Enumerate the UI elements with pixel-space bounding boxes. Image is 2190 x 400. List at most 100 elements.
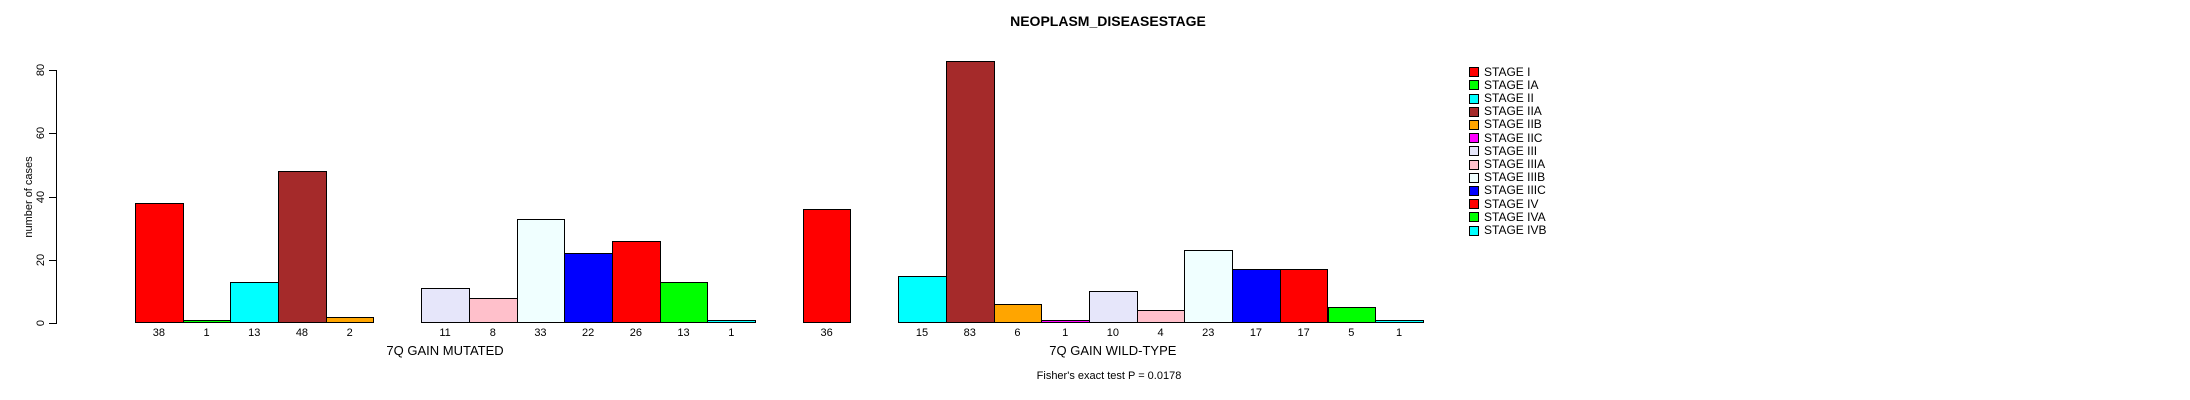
bar-stage-ii (230, 282, 280, 323)
bar-stage-iia (278, 171, 327, 323)
bar-value-label: 1 (1395, 327, 1403, 339)
bar-value-label: 15 (915, 327, 929, 339)
bar-value-label: 2 (346, 327, 353, 339)
legend-item: STAGE IV (1469, 196, 1539, 211)
bar-value-label: 13 (248, 327, 261, 339)
bar-value-label: 23 (1202, 327, 1215, 339)
legend-label: STAGE IIB (1484, 117, 1542, 132)
legend-label: STAGE IIIA (1484, 157, 1546, 171)
bar-stage-iv (612, 241, 661, 323)
bar-stage-iib (993, 304, 1043, 323)
bar-value-label: 10 (1106, 327, 1119, 339)
y-axis-line (56, 70, 57, 324)
bar-stage-iii (421, 288, 470, 323)
legend-label: STAGE IV (1484, 196, 1539, 211)
legend-item: STAGE II (1469, 92, 1534, 105)
bar-stage-iiic (564, 253, 613, 323)
legend-item: STAGE IIIB (1469, 171, 1545, 184)
legend-label: STAGE IVB (1484, 223, 1547, 237)
legend-swatch (1469, 159, 1479, 170)
legend-item: STAGE III (1469, 143, 1538, 158)
bar-value-label: 1 (1062, 327, 1069, 339)
bar-stage-i (135, 203, 184, 323)
legend-swatch (1469, 185, 1479, 196)
bar-stage-i (802, 209, 852, 323)
legend-swatch (1469, 67, 1479, 78)
bar-stage-iv (1279, 269, 1329, 323)
bar-stage-iii (1089, 291, 1138, 323)
bar-value-label: 48 (295, 327, 309, 339)
y-axis-tick (49, 196, 56, 198)
bar-stage-ia (182, 320, 232, 323)
bar-value-label: 11 (439, 327, 451, 339)
legend-item: STAGE IA (1469, 77, 1539, 92)
y-axis-tick-label: 40 (35, 190, 47, 203)
legend-swatch (1469, 119, 1479, 130)
bar-stage-iva (1327, 307, 1377, 323)
bar-value-label: 6 (1014, 327, 1021, 339)
legend-swatch (1469, 172, 1479, 183)
bar-stage-iic (1041, 320, 1090, 323)
y-axis-tick (49, 133, 56, 135)
legend-item: STAGE I (1469, 64, 1531, 79)
legend-item: STAGE IIC (1469, 130, 1543, 145)
legend-swatch (1469, 199, 1479, 210)
y-axis-tick (49, 70, 56, 71)
bar-value-label: 33 (534, 327, 547, 339)
bar-stage-iva (659, 282, 709, 323)
bar-value-label: 36 (820, 327, 833, 339)
bar-value-label: 17 (1249, 327, 1263, 339)
group-label: 7Q GAIN MUTATED (386, 343, 504, 358)
legend-label: STAGE IA (1484, 77, 1539, 92)
bar-value-label: 1 (728, 327, 735, 339)
bar-value-label: 8 (489, 327, 496, 339)
y-axis-tick-label: 20 (35, 253, 47, 266)
bar-value-label: 83 (963, 327, 976, 339)
legend-label: STAGE I (1484, 64, 1531, 79)
bar-value-label: 38 (152, 327, 165, 339)
bar-stage-ii (898, 276, 947, 323)
bar-stage-iib (325, 317, 375, 323)
legend-swatch (1469, 133, 1479, 144)
legend-swatch (1469, 80, 1479, 91)
bar-stage-iia (945, 61, 995, 323)
legend-item: STAGE IIIC (1469, 184, 1546, 197)
fisher-test-annotation: Fisher's exact test P = 0.0178 (1036, 370, 1182, 382)
bar-stage-iiib (1184, 250, 1234, 323)
y-axis-tick-label: 80 (35, 63, 47, 77)
legend-swatch (1469, 106, 1479, 117)
legend-label: STAGE IIA (1484, 104, 1542, 119)
bar-value-label: 4 (1157, 327, 1164, 339)
bar-stage-ivb (707, 320, 757, 323)
bar-value-label: 17 (1297, 327, 1310, 339)
legend-label: STAGE IIC (1484, 130, 1543, 145)
legend-swatch (1469, 212, 1479, 223)
bar-stage-ivb (1375, 320, 1424, 323)
y-axis-tick (49, 259, 56, 261)
legend-swatch (1469, 146, 1479, 157)
legend-swatch (1469, 225, 1479, 236)
legend-label: STAGE II (1484, 91, 1534, 105)
chart-title: NEOPLASM_DISEASESTAGE (1010, 13, 1206, 29)
legend-item: STAGE IVB (1469, 224, 1546, 237)
legend-item: STAGE IVA (1469, 209, 1546, 224)
bar-value-label: 5 (1348, 327, 1355, 339)
y-axis-title: number of cases (23, 155, 35, 238)
bar-stage-iiia (1136, 310, 1186, 323)
legend-label: STAGE IVA (1484, 209, 1546, 224)
bar-value-label: 13 (677, 327, 690, 339)
legend-label: STAGE IIIC (1484, 183, 1546, 198)
bar-stage-iiib (516, 219, 566, 323)
bar-value-label: 1 (203, 327, 210, 339)
bar-stage-iiic (1232, 269, 1281, 323)
legend-label: STAGE IIIB (1484, 170, 1546, 185)
bar-stage-iiia (468, 298, 518, 323)
legend-item: STAGE IIB (1469, 118, 1542, 131)
bar-value-label: 22 (582, 327, 595, 339)
group-label: 7Q GAIN WILD-TYPE (1049, 343, 1177, 358)
y-axis-tick (49, 323, 56, 324)
legend-item: STAGE IIIA (1469, 158, 1545, 171)
legend-label: STAGE III (1484, 143, 1538, 158)
y-axis-tick-label: 0 (35, 319, 47, 327)
